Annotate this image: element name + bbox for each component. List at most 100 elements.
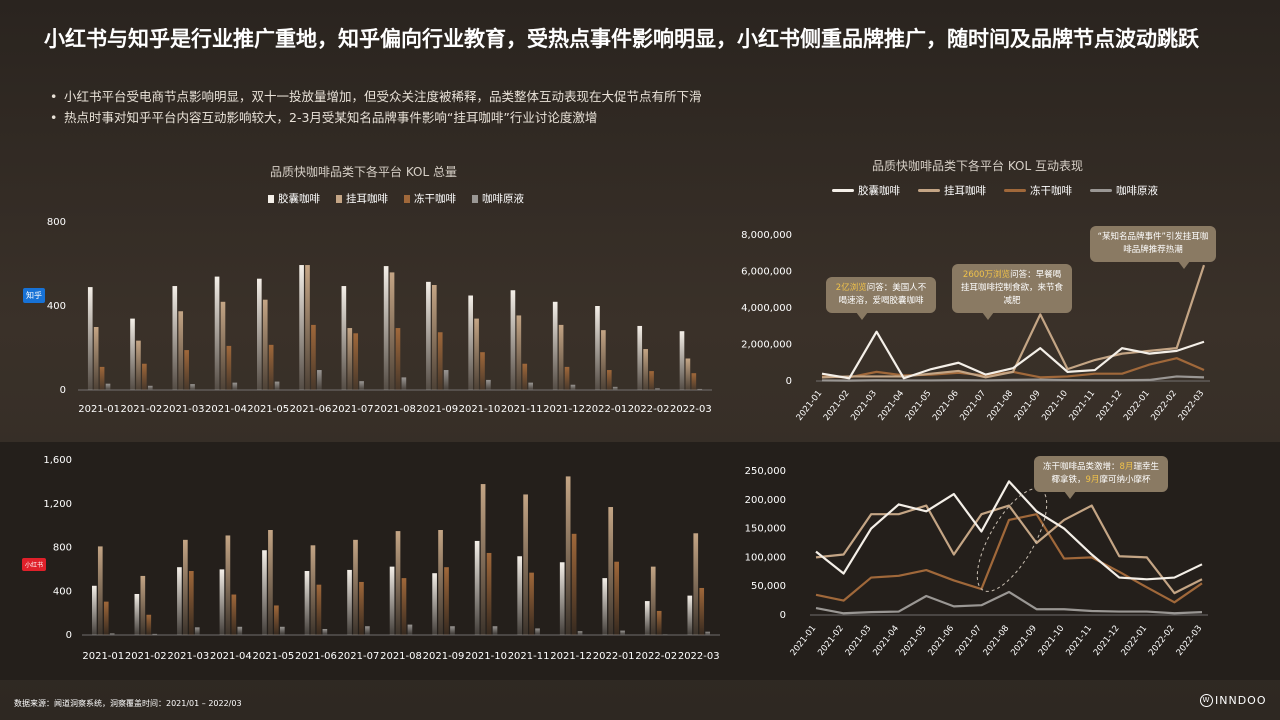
bar <box>109 633 115 635</box>
x-tick-label: 2021-01 <box>795 389 825 423</box>
bar <box>365 626 370 635</box>
legend-interact: 胶囊咖啡 挂耳咖啡 冻干咖啡 咖啡原液 <box>832 183 1158 198</box>
bar <box>225 535 231 635</box>
x-tick-label: 2021-09 <box>1013 389 1043 423</box>
bar <box>231 594 237 635</box>
y-tick-label: 0 <box>786 376 792 387</box>
bar <box>595 306 600 390</box>
bar <box>256 278 262 390</box>
bar <box>87 287 93 390</box>
bar <box>268 344 274 390</box>
bar <box>480 484 486 635</box>
bar <box>699 587 705 635</box>
bar <box>450 626 455 635</box>
bar <box>97 546 103 635</box>
x-tick-label: 2022-02 <box>1149 389 1179 423</box>
x-tick-label: 2021-05 <box>904 389 934 423</box>
legend-item-freeze: 冻干咖啡 <box>404 191 456 206</box>
bar <box>194 627 200 635</box>
bar <box>146 614 152 635</box>
legend-item-liquid: 咖啡原液 <box>1090 183 1158 198</box>
annotation-capsule-peak: 2亿浏览问答：美国人不喝速溶，爱喝胶囊咖啡 <box>826 277 936 320</box>
x-tick-label: 2021-01 <box>82 651 124 662</box>
bar <box>552 301 558 390</box>
x-tick-label: 2022-02 <box>1147 624 1177 658</box>
bar <box>516 315 522 390</box>
bar <box>322 628 328 635</box>
x-tick-label: 2021-11 <box>501 404 543 415</box>
x-tick-label: 2021-11 <box>1067 389 1097 423</box>
bar <box>468 295 473 390</box>
bar <box>517 556 523 635</box>
x-tick-label: 2021-05 <box>899 624 929 658</box>
bar <box>347 328 353 390</box>
legend-kol: 胶囊咖啡 挂耳咖啡 冻干咖啡 咖啡原液 <box>268 191 524 206</box>
bar <box>214 276 220 390</box>
bar <box>558 324 564 390</box>
x-tick-label: 2021-10 <box>1040 389 1070 423</box>
x-tick-label: 2021-10 <box>1037 624 1067 658</box>
bar <box>649 371 654 390</box>
bar <box>395 531 401 635</box>
bar <box>99 366 105 390</box>
x-tick-label: 2021-12 <box>550 651 592 662</box>
bar <box>608 507 614 635</box>
x-tick-label: 2022-03 <box>1177 389 1207 423</box>
bar <box>559 562 565 635</box>
bar <box>274 605 279 635</box>
bar <box>606 370 612 390</box>
y-tick-label: 800 <box>47 217 66 228</box>
legend-item-capsule: 胶囊咖啡 <box>268 191 320 206</box>
bar <box>426 281 431 390</box>
bar <box>444 567 449 635</box>
bar <box>317 370 322 390</box>
brand-logo: W INNDOO <box>1200 694 1267 707</box>
x-tick-label: 2021-10 <box>465 651 507 662</box>
y-tick-label: 150,000 <box>745 524 786 535</box>
x-tick-label: 2021-08 <box>374 404 416 415</box>
bar <box>693 533 699 635</box>
bar <box>432 573 437 635</box>
x-tick-label: 2022-03 <box>1175 624 1205 658</box>
y-tick-label: 8,000,000 <box>741 230 792 241</box>
bar <box>310 545 316 635</box>
bar <box>105 383 111 390</box>
bar <box>178 311 184 390</box>
annotation-freeze-surge: 冻干咖啡品类激增：8月瑞幸生椰拿铁，9月摩可纳小摩杯 <box>1034 456 1168 499</box>
bar <box>438 530 443 635</box>
x-tick-label: 2021-02 <box>816 624 846 658</box>
y-tick-label: 250,000 <box>745 466 786 477</box>
bar <box>183 539 188 635</box>
bar <box>130 318 135 390</box>
bar <box>232 382 238 390</box>
y-tick-label: 2,000,000 <box>741 340 792 351</box>
x-tick-label: 2021-08 <box>982 624 1012 658</box>
x-tick-label: 2021-06 <box>295 651 337 662</box>
bar <box>644 601 650 635</box>
x-tick-label: 2021-08 <box>986 389 1016 423</box>
bar <box>304 571 310 635</box>
bar <box>359 381 364 390</box>
bar <box>147 385 153 390</box>
bar <box>93 327 99 390</box>
bar <box>316 584 322 635</box>
bar <box>184 350 189 390</box>
bar <box>570 384 576 390</box>
x-tick-label: 2021-08 <box>380 651 422 662</box>
annotation-brand-event: “某知名品牌事件”引发挂耳咖啡品牌推荐热潮 <box>1090 226 1216 269</box>
x-tick-label: 2021-07 <box>958 389 988 423</box>
bar <box>655 388 660 390</box>
bullet-list: 小红书平台受电商节点影响明显，双十一投放量增加，但受众关注度被稀释，品类整体互动… <box>50 86 702 128</box>
series-line <box>821 330 1205 380</box>
x-tick-label: 2021-04 <box>871 624 901 658</box>
x-tick-label: 2021-09 <box>416 404 458 415</box>
bar <box>134 593 140 635</box>
bar <box>486 552 492 635</box>
bar <box>679 331 685 390</box>
bar <box>620 630 625 635</box>
x-tick-label: 2021-12 <box>1092 624 1122 658</box>
bar <box>220 301 226 390</box>
zhihu-interaction-line-chart: 0 2,000,000 4,000,000 6,000,000 8,000,000 202… <box>741 230 1210 423</box>
bar <box>522 363 528 390</box>
